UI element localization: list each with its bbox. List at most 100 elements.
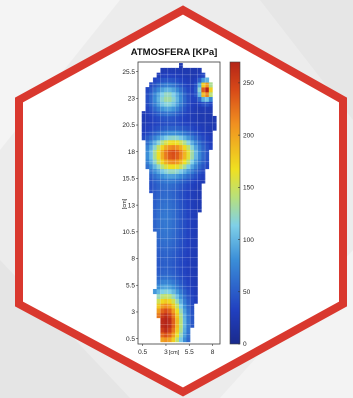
heatmap-cell: [149, 87, 154, 93]
heatmap-cell: [179, 207, 184, 213]
heatmap-cell: [193, 231, 198, 237]
heatmap-cell: [167, 288, 172, 295]
heatmap-cell: [186, 168, 191, 174]
heatmap-cell: [182, 207, 187, 213]
heatmap-cell: [167, 91, 172, 98]
heatmap-cell: [193, 159, 198, 165]
heatmap-cell: [160, 96, 165, 102]
heatmap-cell: [149, 178, 154, 184]
heatmap-cell: [152, 154, 157, 160]
heatmap-cell: [186, 115, 191, 122]
heatmap-cell: [197, 144, 202, 150]
colorbar-tick-label: 250: [243, 80, 254, 87]
heatmap-cell: [182, 168, 187, 174]
heatmap-cell: [179, 120, 184, 126]
x-tick-label: 0.5: [138, 349, 147, 356]
heatmap-cell: [179, 197, 184, 203]
heatmap-cell: [164, 67, 169, 73]
heatmap-cell: [156, 221, 161, 227]
heatmap-cell: [179, 264, 184, 271]
y-tick-label: 18: [128, 149, 136, 156]
heatmap-cell: [160, 298, 165, 304]
heatmap-cell: [186, 269, 191, 275]
heatmap-cell: [164, 212, 169, 218]
heatmap-cell: [152, 207, 157, 213]
heatmap-cell: [190, 87, 195, 93]
heatmap-cell: [171, 221, 176, 227]
heatmap-cell: [179, 106, 184, 112]
heatmap-cell: [171, 332, 176, 338]
heatmap-cell: [182, 250, 187, 256]
heatmap-cell: [171, 308, 176, 314]
heatmap-cell: [179, 173, 184, 179]
heatmap-cell: [179, 245, 184, 251]
y-axis-ticks: 25.5 23 20.5 18 15.5 13 10.5 8 5.5 3 0.5: [122, 69, 138, 343]
heatmap-cell: [186, 250, 191, 256]
heatmap-cell: [208, 101, 213, 107]
heatmap-cell: [208, 125, 213, 131]
heatmap-cell: [171, 250, 176, 256]
heatmap-cell: [156, 178, 161, 184]
heatmap-cell: [201, 106, 206, 112]
heatmap-cell: [197, 154, 202, 160]
heatmap-cell: [167, 255, 172, 261]
heatmap-cell: [171, 178, 176, 184]
heatmap-cell: [164, 77, 169, 83]
heatmap-cell: [190, 188, 195, 194]
heatmap-cell: [186, 202, 191, 208]
heatmap-cell: [171, 96, 176, 102]
heatmap-cell: [179, 72, 184, 78]
heatmap-cell: [145, 135, 150, 141]
y-tick-label: 0.5: [126, 336, 135, 343]
heatmap-cell: [186, 197, 191, 203]
heatmap-cell: [197, 91, 202, 98]
heatmap-cell: [190, 173, 195, 179]
heatmap-cell: [193, 96, 198, 102]
heatmap-cell: [182, 96, 187, 102]
heatmap-cell: [160, 178, 165, 184]
heatmap-cell: [156, 250, 161, 256]
heatmap-cell: [186, 322, 191, 328]
heatmap-cell: [193, 164, 198, 170]
heatmap-cell: [182, 274, 187, 280]
heatmap-cell: [175, 101, 180, 107]
heatmap-cell: [190, 72, 195, 78]
heatmap-cell: [197, 139, 202, 146]
heatmap-cell: [190, 303, 195, 309]
heatmap-cell: [156, 120, 161, 126]
heatmap-cell: [156, 192, 161, 198]
heatmap-cell: [190, 269, 195, 275]
heatmap-cell: [175, 159, 180, 165]
heatmap-cell: [171, 173, 176, 179]
heatmap-cell: [190, 111, 195, 117]
heatmap-cell: [182, 188, 187, 194]
heatmap-cell: [156, 308, 161, 314]
heatmap-cell: [193, 226, 198, 232]
heatmap-cell: [186, 255, 191, 261]
heatmap-cell: [197, 197, 202, 203]
heatmap-cell: [171, 101, 176, 107]
heatmap-cell: [186, 101, 191, 107]
heatmap-cell: [197, 183, 202, 189]
heatmap-cell: [182, 255, 187, 261]
y-tick-label: 23: [128, 96, 136, 103]
heatmap-cell: [190, 192, 195, 198]
heatmap-cell: [171, 264, 176, 271]
heatmap-cell: [156, 288, 161, 295]
heatmap-cell: [171, 111, 176, 117]
heatmap-cell: [152, 101, 157, 107]
heatmap-cell: [175, 72, 180, 78]
heatmap-cell: [179, 284, 184, 290]
heatmap-cell: [193, 197, 198, 203]
heatmap-cell: [193, 298, 198, 304]
heatmap-cell: [175, 91, 180, 98]
heatmap-cell: [141, 125, 146, 131]
heatmap-cell: [197, 87, 202, 93]
heatmap-cell: [164, 236, 169, 242]
heatmap-cell: [167, 125, 172, 131]
heatmap-cell: [175, 192, 180, 198]
heatmap-cell: [179, 279, 184, 285]
heatmap-cell: [201, 178, 206, 184]
heatmap-cell: [190, 288, 195, 295]
heatmap-cell: [160, 149, 165, 155]
